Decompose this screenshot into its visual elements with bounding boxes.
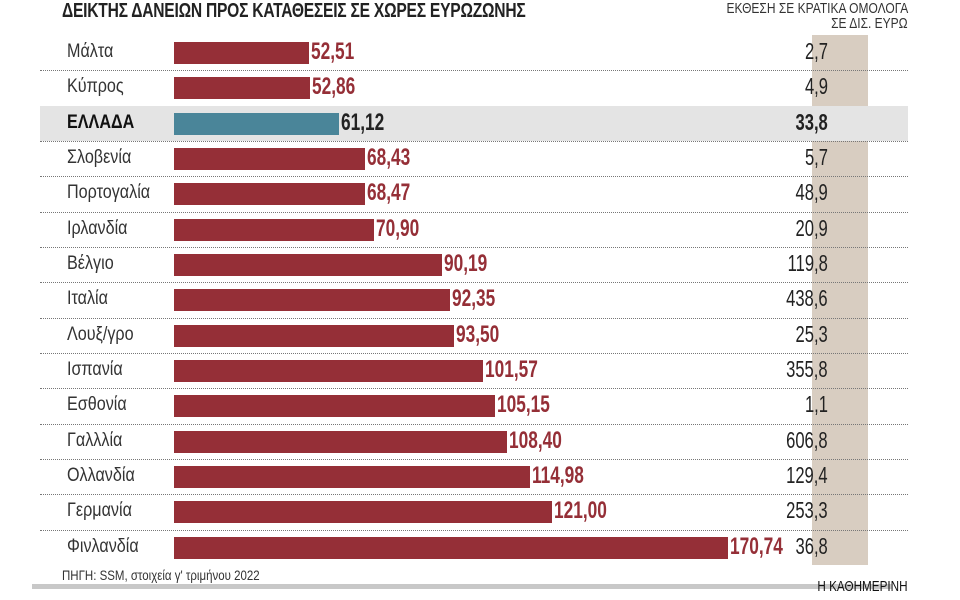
data-label: 108,40 <box>508 426 562 454</box>
exposure-value: 2,7 <box>804 38 828 64</box>
chart-row: Μάλτα 52,51 2,7 <box>40 35 908 70</box>
chart-row: Γαλλλία 108,40 606,8 <box>40 424 908 459</box>
bar <box>174 289 450 312</box>
row-separator <box>40 70 908 72</box>
category-label: Ιρλανδία <box>67 217 128 239</box>
data-label: 52,51 <box>310 38 354 65</box>
data-label: 92,35 <box>452 285 496 313</box>
category-label: Γαλλλία <box>67 429 123 451</box>
category-label: Σλοβενία <box>67 146 132 168</box>
category-label: ΕΛΛΑΔΑ <box>67 111 135 133</box>
row-separator <box>40 423 908 425</box>
category-label: Γερμανία <box>67 500 132 522</box>
row-separator <box>40 140 908 142</box>
row-separator <box>40 176 908 178</box>
category-label: Μάλτα <box>67 41 114 62</box>
bar <box>174 183 366 206</box>
data-label: 52,86 <box>311 73 356 101</box>
category-label: Εσθονία <box>67 394 127 416</box>
bar <box>174 465 531 488</box>
row-separator <box>40 317 908 319</box>
exposure-value: 119,8 <box>787 249 828 276</box>
bar <box>174 324 455 347</box>
data-label: 90,19 <box>444 249 488 277</box>
row-separator <box>40 494 908 496</box>
bar <box>174 42 309 64</box>
exposure-value: 355,8 <box>786 355 828 382</box>
bar <box>174 218 374 241</box>
data-label: 170,74 <box>730 532 784 560</box>
chart-row: Πορτογαλία 68,47 48,9 <box>40 176 908 211</box>
bar <box>174 253 443 276</box>
chart-row: Λουξ/γρο 93,50 25,3 <box>40 318 908 353</box>
exposure-value: 253,3 <box>786 497 828 524</box>
chart-row: Ολλανδία 114,98 129,4 <box>40 459 908 494</box>
source-note: ΠΗΓΗ: SSM, στοιχεία γ' τριμήνου 2022 <box>62 567 260 583</box>
exposure-column-unit: ΣΕ ΔΙΣ. ΕΥΡΩ <box>831 15 908 32</box>
exposure-value: 48,9 <box>795 179 828 206</box>
chart-row: Βέλγιο 90,19 119,8 <box>40 247 908 282</box>
chart-row: Φινλανδία 170,74 36,8 <box>40 530 908 565</box>
data-label: 61,12 <box>341 108 385 136</box>
row-separator <box>40 529 908 531</box>
exposure-value: 438,6 <box>786 285 828 312</box>
chart-title: ΔΕΙΚΤΗΣ ΔΑΝΕΙΩΝ ΠΡΟΣ ΚΑΤΑΘΕΣΕΙΣ ΣΕ ΧΩΡΕΣ… <box>62 0 526 22</box>
chart-row: Γερμανία 121,00 253,3 <box>40 494 908 529</box>
category-label: Λουξ/γρο <box>67 323 134 345</box>
exposure-value: 20,9 <box>795 214 828 241</box>
exposure-value: 25,3 <box>795 320 828 347</box>
row-separator <box>40 352 908 354</box>
bar <box>174 501 552 524</box>
data-label: 101,57 <box>484 355 538 383</box>
data-label: 105,15 <box>497 391 551 419</box>
data-label: 70,90 <box>375 214 420 242</box>
data-label: 68,47 <box>367 179 411 207</box>
row-separator <box>40 246 908 248</box>
exposure-value: 129,4 <box>786 461 828 488</box>
exposure-value: 606,8 <box>786 426 828 453</box>
bar <box>174 147 366 170</box>
chart-row: Ισπανία 101,57 355,8 <box>40 353 908 388</box>
row-separator <box>40 388 908 390</box>
data-label: 114,98 <box>532 461 585 489</box>
chart-row: Σλοβενία 68,43 5,7 <box>40 141 908 176</box>
category-label: Ιταλία <box>67 288 108 310</box>
data-label: 68,43 <box>367 143 411 171</box>
chart-row: Κύπρος 52,86 4,9 <box>40 70 908 105</box>
data-label: 93,50 <box>456 320 500 348</box>
bar <box>174 430 507 453</box>
category-label: Ολλανδία <box>67 464 135 486</box>
bar <box>174 536 729 559</box>
category-label: Φινλανδία <box>67 535 139 557</box>
bar <box>174 77 310 100</box>
brand-logo: Η ΚΑΘΗΜΕΡΙΝΗ <box>817 578 908 595</box>
exposure-column-title: ΕΚΘΕΣΗ ΣΕ ΚΡΑΤΙΚΑ ΟΜΟΛΟΓΑ <box>726 0 908 17</box>
bar <box>174 359 483 382</box>
exposure-value: 33,8 <box>795 108 828 135</box>
bar <box>174 112 340 135</box>
row-separator <box>40 458 908 460</box>
chart-row: Ιταλία 92,35 438,6 <box>40 282 908 317</box>
bar <box>174 395 496 418</box>
exposure-value: 36,8 <box>795 532 828 559</box>
chart-row: Ιρλανδία 70,90 20,9 <box>40 212 908 247</box>
category-label: Κύπρος <box>67 76 124 98</box>
data-label: 121,00 <box>553 497 607 525</box>
exposure-value: 4,9 <box>804 73 828 100</box>
row-separator <box>40 282 908 284</box>
category-label: Ισπανία <box>67 358 123 380</box>
chart-row: Εσθονία 105,15 1,1 <box>40 388 908 423</box>
category-label: Βέλγιο <box>67 252 114 274</box>
exposure-value: 5,7 <box>804 143 828 170</box>
row-separator <box>40 211 908 213</box>
category-label: Πορτογαλία <box>67 182 151 204</box>
footer-rule <box>32 584 892 589</box>
exposure-value: 1,1 <box>804 391 828 418</box>
chart-row: ΕΛΛΑΔΑ 61,12 33,8 <box>40 105 908 141</box>
